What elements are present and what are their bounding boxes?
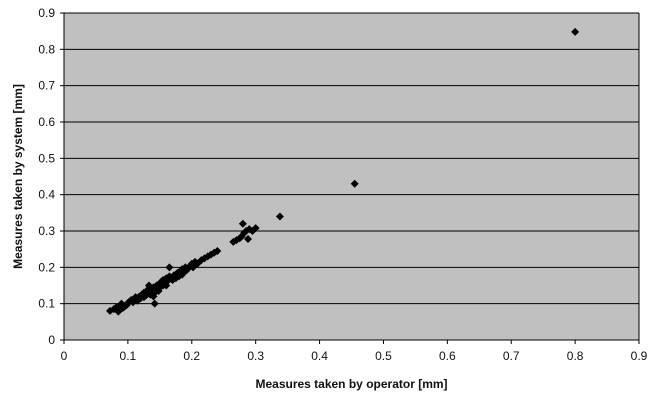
x-tick-label: 0.9: [631, 349, 648, 363]
x-tick-label: 0.1: [120, 349, 137, 363]
x-tick-label: 0.3: [247, 349, 264, 363]
data-point: [165, 263, 174, 272]
data-point: [244, 234, 252, 243]
x-tick-label: 0.8: [567, 349, 584, 363]
y-tick-label: 0.3: [38, 224, 55, 238]
y-tick-label: 0: [48, 333, 55, 347]
x-tick-label: 0.5: [375, 349, 392, 363]
x-tick-label: 0.2: [183, 349, 200, 363]
y-axis-ticks: 0 0.1 0.2 0.3 0.4 0.5 0.6 0.7 0.8 0.9: [38, 6, 64, 347]
y-tick-label: 0.6: [38, 115, 55, 129]
y-tick-label: 0.5: [38, 151, 55, 165]
y-tick-label: 0.2: [38, 260, 55, 274]
x-tick-label: 0.7: [503, 349, 520, 363]
x-axis-ticks: 0 0.1 0.2 0.3 0.4 0.5 0.6 0.7 0.8 0.9: [61, 340, 648, 363]
x-axis-label: Measures taken by operator [mm]: [255, 377, 447, 391]
x-tick-label: 0: [61, 349, 68, 363]
x-tick-label: 0.6: [439, 349, 456, 363]
data-point: [275, 212, 284, 221]
data-point: [350, 179, 359, 188]
data-point: [114, 307, 123, 316]
data-point: [150, 299, 159, 308]
y-tick-label: 0.9: [38, 6, 55, 20]
data-point: [571, 27, 580, 36]
y-axis-label: Measures taken by system [mm]: [11, 84, 25, 269]
data-point: [213, 246, 222, 255]
data-point: [238, 219, 247, 228]
y-tick-label: 0.7: [38, 79, 55, 93]
y-tick-label: 0.4: [38, 188, 55, 202]
data-points: [106, 27, 580, 316]
y-tick-label: 0.1: [38, 297, 55, 311]
data-point: [251, 224, 260, 233]
y-tick-label: 0.8: [38, 42, 55, 56]
x-tick-label: 0.4: [311, 349, 328, 363]
axes: [63, 12, 640, 341]
